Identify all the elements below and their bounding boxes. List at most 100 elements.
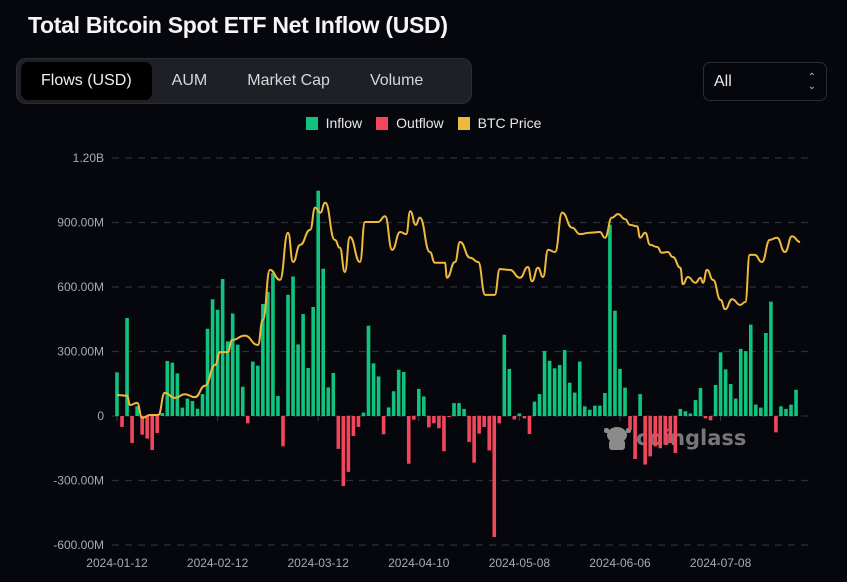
outflow-bar[interactable] — [497, 416, 502, 424]
inflow-bar[interactable] — [175, 373, 180, 416]
outflow-bar[interactable] — [245, 416, 250, 424]
outflow-bar[interactable] — [703, 416, 708, 419]
inflow-bar[interactable] — [598, 405, 602, 416]
inflow-bar[interactable] — [160, 412, 165, 416]
outflow-bar[interactable] — [653, 416, 658, 447]
inflow-bar[interactable] — [165, 360, 170, 416]
inflow-bar[interactable] — [225, 341, 230, 416]
inflow-bar[interactable] — [532, 401, 537, 416]
inflow-bar[interactable] — [618, 368, 622, 416]
outflow-bar[interactable] — [351, 416, 356, 436]
inflow-bar[interactable] — [542, 351, 547, 416]
inflow-bar[interactable] — [608, 224, 612, 416]
inflow-bar[interactable] — [326, 387, 331, 416]
outflow-bar[interactable] — [492, 416, 497, 538]
legend-item-inflow[interactable]: Inflow — [305, 115, 362, 131]
outflow-bar[interactable] — [356, 416, 361, 427]
outflow-bar[interactable] — [512, 416, 517, 420]
inflow-bar[interactable] — [457, 403, 461, 416]
outflow-bar[interactable] — [527, 416, 532, 435]
tab-flows[interactable]: Flows (USD) — [21, 62, 152, 100]
outflow-bar[interactable] — [467, 416, 471, 443]
inflow-bar[interactable] — [577, 361, 582, 416]
inflow-bar[interactable] — [764, 333, 768, 416]
outflow-bar[interactable] — [643, 416, 647, 465]
inflow-bar[interactable] — [593, 405, 597, 416]
inflow-bar[interactable] — [311, 306, 315, 416]
outflow-bar[interactable] — [487, 416, 492, 451]
inflow-bar[interactable] — [256, 365, 260, 416]
outflow-bar[interactable] — [381, 416, 386, 435]
outflow-bar[interactable] — [668, 416, 673, 444]
inflow-bar[interactable] — [759, 407, 763, 416]
inflow-bar[interactable] — [743, 351, 748, 416]
inflow-bar[interactable] — [502, 334, 507, 416]
inflow-bar[interactable] — [266, 291, 270, 416]
inflow-bar[interactable] — [366, 325, 371, 416]
inflow-bar[interactable] — [200, 394, 205, 416]
inflow-bar[interactable] — [779, 406, 783, 416]
inflow-bar[interactable] — [361, 412, 366, 416]
inflow-bar[interactable] — [371, 363, 376, 416]
outflow-bar[interactable] — [341, 416, 346, 487]
inflow-bar[interactable] — [698, 388, 703, 416]
inflow-bar[interactable] — [185, 398, 190, 416]
inflow-bar[interactable] — [210, 299, 215, 416]
tab-market-cap[interactable]: Market Cap — [247, 72, 330, 89]
inflow-bar[interactable] — [462, 408, 466, 416]
inflow-bar[interactable] — [306, 368, 310, 416]
outflow-bar[interactable] — [155, 416, 160, 433]
inflow-bar[interactable] — [396, 369, 401, 416]
inflow-bar[interactable] — [291, 276, 295, 416]
inflow-bar[interactable] — [517, 413, 522, 416]
outflow-bar[interactable] — [658, 416, 663, 449]
range-select[interactable]: All ⌃ ⌄ — [703, 62, 827, 101]
outflow-bar[interactable] — [673, 416, 678, 453]
outflow-bar[interactable] — [150, 416, 155, 450]
outflow-bar[interactable] — [708, 416, 713, 421]
outflow-bar[interactable] — [432, 416, 436, 424]
outflow-bar[interactable] — [774, 416, 778, 433]
inflow-bar[interactable] — [251, 361, 255, 416]
outflow-bar[interactable] — [648, 416, 652, 457]
inflow-bar[interactable] — [623, 387, 627, 416]
inflow-bar[interactable] — [401, 371, 406, 416]
inflow-bar[interactable] — [205, 328, 210, 416]
inflow-bar[interactable] — [271, 273, 275, 416]
inflow-bar[interactable] — [683, 411, 688, 416]
inflow-bar[interactable] — [452, 403, 456, 416]
inflow-bar[interactable] — [562, 349, 567, 416]
inflow-bar[interactable] — [230, 313, 235, 416]
outflow-bar[interactable] — [336, 416, 341, 449]
inflow-bar[interactable] — [552, 368, 557, 416]
inflow-bar[interactable] — [557, 365, 562, 416]
outflow-bar[interactable] — [427, 416, 431, 428]
inflow-bar[interactable] — [738, 348, 743, 416]
inflow-bar[interactable] — [728, 383, 733, 416]
outflow-bar[interactable] — [406, 416, 411, 464]
outflow-bar[interactable] — [628, 416, 632, 430]
inflow-bar[interactable] — [376, 376, 381, 416]
inflow-bar[interactable] — [784, 408, 788, 416]
inflow-bar[interactable] — [170, 362, 175, 416]
outflow-bar[interactable] — [437, 416, 441, 429]
inflow-bar[interactable] — [723, 369, 728, 416]
inflow-bar[interactable] — [613, 310, 617, 416]
inflow-bar[interactable] — [316, 190, 320, 416]
inflow-bar[interactable] — [789, 404, 793, 416]
outflow-bar[interactable] — [346, 416, 351, 472]
outflow-bar[interactable] — [477, 416, 481, 434]
outflow-bar[interactable] — [472, 416, 476, 463]
inflow-bar[interactable] — [286, 294, 290, 416]
inflow-bar[interactable] — [417, 388, 421, 416]
outflow-bar[interactable] — [447, 416, 451, 417]
inflow-bar[interactable] — [215, 309, 220, 416]
inflow-bar[interactable] — [235, 344, 240, 416]
outflow-bar[interactable] — [140, 416, 144, 435]
inflow-bar[interactable] — [321, 268, 326, 416]
outflow-bar[interactable] — [663, 416, 668, 445]
inflow-bar[interactable] — [276, 396, 280, 416]
inflow-bar[interactable] — [688, 413, 693, 416]
inflow-bar[interactable] — [582, 406, 587, 416]
inflow-bar[interactable] — [190, 400, 195, 416]
